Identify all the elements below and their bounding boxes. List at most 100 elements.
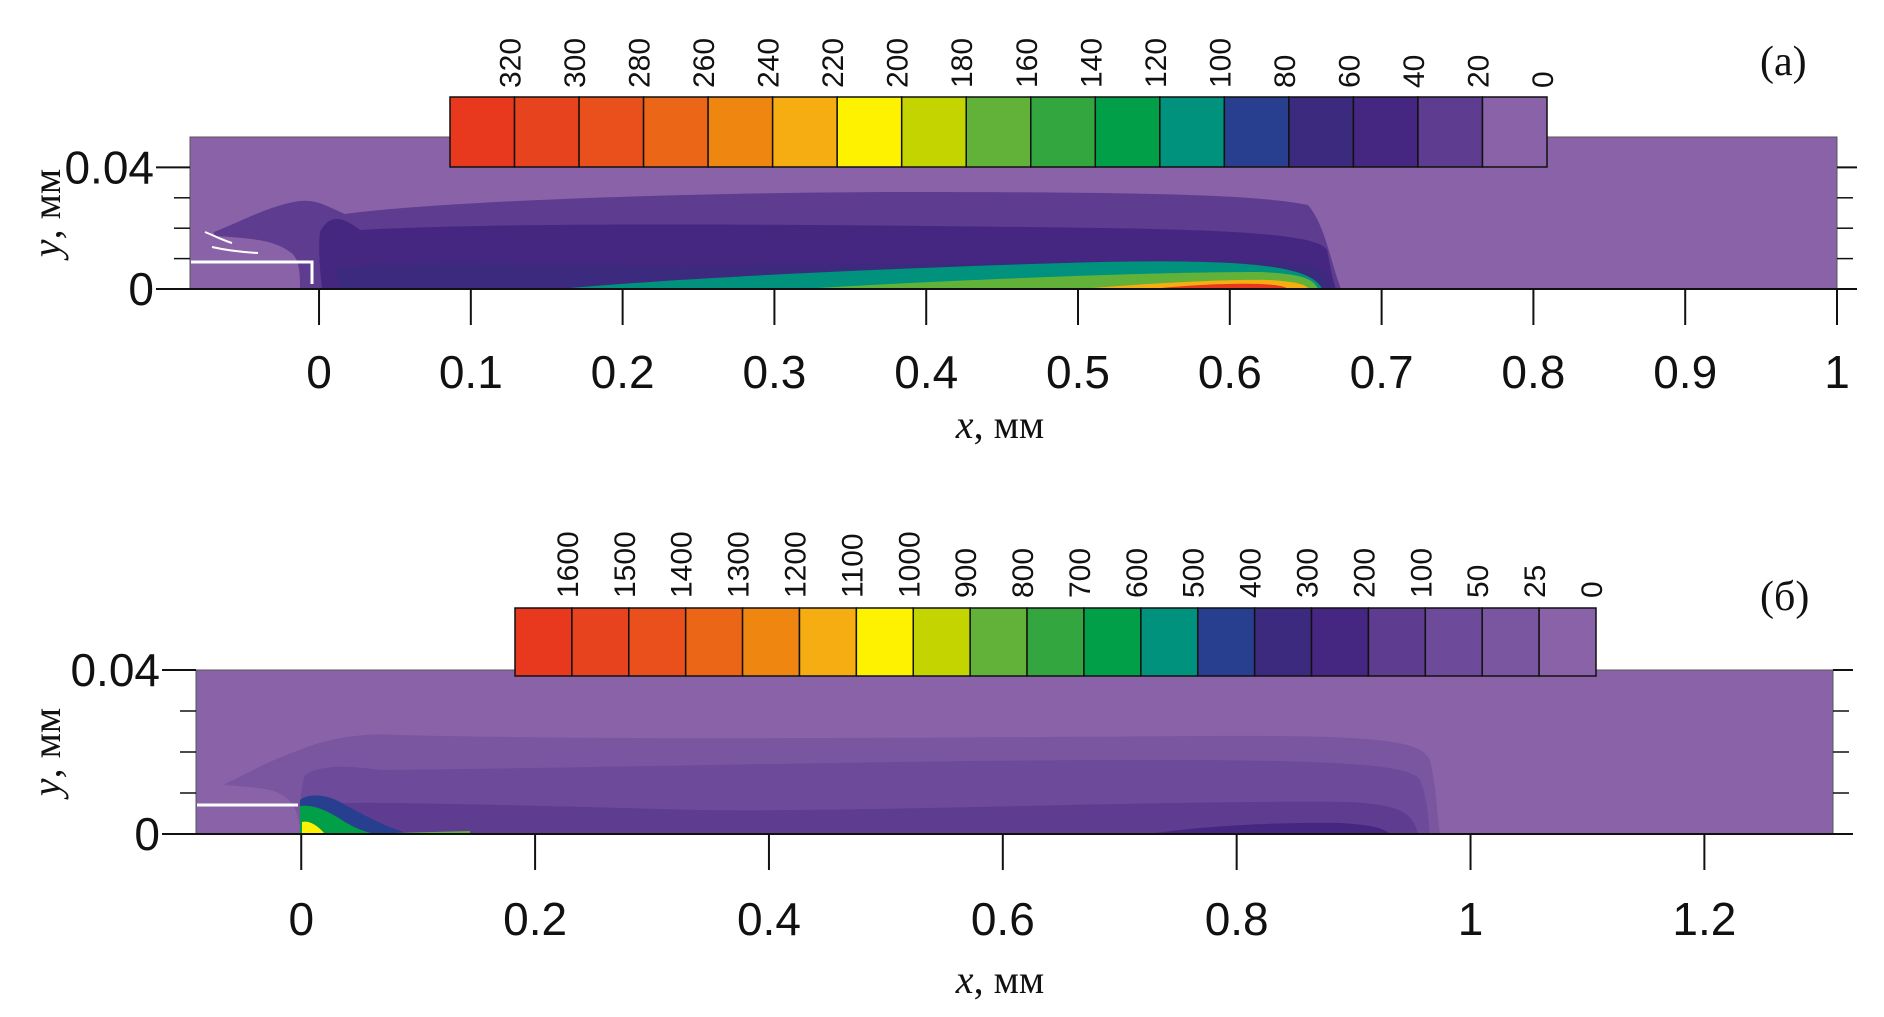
legend-level-label: 160 bbox=[1011, 38, 1044, 88]
y-axis-var-b: y bbox=[24, 778, 69, 800]
legend-level-label: 320 bbox=[495, 38, 528, 88]
legend-swatch bbox=[1083, 607, 1142, 677]
y-axis-var-a: y bbox=[24, 239, 69, 261]
legend-level-label: 800 bbox=[1007, 548, 1040, 598]
x-tick-label: 0.1 bbox=[439, 346, 503, 398]
legend-level-label: 1500 bbox=[609, 531, 642, 598]
legend-level-label: 1100 bbox=[836, 533, 869, 598]
color-legend-b: 1600 1500 1400 1300 1200 1100 1000 900 800 700 600… bbox=[514, 531, 1609, 677]
legend-level-label: 220 bbox=[817, 38, 850, 88]
legend-swatch bbox=[449, 96, 516, 168]
x-tick-label: 0.7 bbox=[1350, 346, 1414, 398]
legend-level-label: 120 bbox=[1140, 38, 1173, 88]
legend-level-label: 1600 bbox=[552, 531, 585, 598]
panel-a: 0 0.1 0.2 0.3 0.4 0.5 0.6 0.7 0.8 0.9 1 0 0.04 320 30… bbox=[24, 38, 1857, 447]
contour-level-1000 bbox=[302, 821, 325, 834]
x-axis-title-b: x, мм bbox=[955, 957, 1044, 1002]
legend-level-label: 140 bbox=[1075, 38, 1108, 88]
x-axis-unit-b: , мм bbox=[974, 957, 1045, 1002]
legend-swatch bbox=[771, 96, 838, 168]
legend-swatch bbox=[912, 607, 971, 677]
legend-level-label: 240 bbox=[753, 38, 786, 88]
x-tick-label: 1 bbox=[1824, 346, 1850, 398]
y-tick-label: 0.04 bbox=[70, 644, 160, 696]
legend-level-label: 25 bbox=[1519, 565, 1552, 598]
axes-b: 0 0.2 0.4 0.6 0.8 1 1.2 0 0.04 bbox=[70, 644, 1853, 945]
legend-level-label: 40 bbox=[1398, 55, 1431, 88]
legend-swatch bbox=[1481, 607, 1540, 677]
color-legend-a: 320 300 280 260 240 220 200 180 160 140 120 100 80 60… bbox=[449, 38, 1560, 168]
panel-label-a: (a) bbox=[1760, 39, 1807, 85]
x-axis-unit-a: , мм bbox=[974, 402, 1045, 447]
contour-level-320 bbox=[1150, 283, 1288, 289]
x-tick-label: 0.2 bbox=[591, 346, 655, 398]
legend-swatch bbox=[1159, 96, 1226, 168]
x-tick-label: 0.4 bbox=[737, 893, 801, 945]
inlet-wall bbox=[191, 231, 314, 284]
contour-field bbox=[214, 192, 1341, 289]
legend-level-label: 1300 bbox=[723, 531, 756, 598]
legend-swatch bbox=[513, 96, 580, 168]
legend-level-label: 900 bbox=[950, 548, 983, 598]
x-tick-label: 0.4 bbox=[894, 346, 958, 398]
x-axis-var-b: x bbox=[955, 957, 974, 1002]
x-tick-label: 1.2 bbox=[1672, 893, 1736, 945]
legend-level-label: 80 bbox=[1269, 55, 1302, 88]
legend-level-label: 200 bbox=[1348, 548, 1381, 598]
legend-swatch bbox=[900, 96, 967, 168]
axes-a: 0 0.1 0.2 0.3 0.4 0.5 0.6 0.7 0.8 0.9 1 0 0.04 bbox=[64, 141, 1857, 398]
legend-swatch bbox=[571, 607, 630, 677]
legend-level-label: 200 bbox=[882, 38, 915, 88]
legend-level-label: 500 bbox=[1178, 548, 1211, 598]
legend-swatch bbox=[628, 607, 687, 677]
legend-swatch bbox=[1424, 607, 1483, 677]
x-tick-label: 0.6 bbox=[1198, 346, 1262, 398]
x-tick-label: 0 bbox=[306, 346, 332, 398]
contour-level-100 bbox=[300, 801, 1418, 834]
x-tick-label: 0.8 bbox=[1205, 893, 1269, 945]
legend-level-label: 300 bbox=[559, 38, 592, 88]
x-tick-label: 0.5 bbox=[1046, 346, 1110, 398]
legend-level-label: 50 bbox=[1462, 565, 1495, 598]
legend-level-label: 300 bbox=[1292, 548, 1325, 598]
panel-b: 0 0.2 0.4 0.6 0.8 1 1.2 0 0.04 1600 1500 1400 1300 1… bbox=[24, 531, 1853, 1002]
legend-swatch bbox=[1223, 96, 1290, 168]
legend-swatch bbox=[1417, 96, 1484, 168]
panel-label-b: (б) bbox=[1760, 574, 1809, 620]
legend-swatch bbox=[707, 96, 774, 168]
legend-level-label: 600 bbox=[1121, 548, 1154, 598]
legend-swatch bbox=[1030, 96, 1097, 168]
legend-level-label: 0 bbox=[1576, 581, 1609, 598]
legend-swatch bbox=[965, 96, 1032, 168]
y-axis-unit-a: , мм bbox=[24, 169, 69, 240]
legend-swatch bbox=[1288, 96, 1355, 168]
legend-swatch bbox=[1026, 607, 1085, 677]
legend-level-label: 1000 bbox=[893, 531, 926, 598]
legend-swatch bbox=[1538, 607, 1597, 677]
y-axis-title-a: y, мм bbox=[24, 169, 69, 261]
x-axis-var-a: x bbox=[955, 402, 974, 447]
legend-level-label: 700 bbox=[1064, 548, 1097, 598]
x-tick-label: 0.3 bbox=[742, 346, 806, 398]
x-axis-title-a: x, мм bbox=[955, 402, 1044, 447]
legend-swatch bbox=[1481, 96, 1548, 168]
legend-level-label: 280 bbox=[624, 38, 657, 88]
legend-level-label: 180 bbox=[946, 38, 979, 88]
legend-swatch bbox=[1253, 607, 1313, 677]
y-axis-title-b: y, мм bbox=[24, 708, 69, 800]
legend-swatch bbox=[741, 607, 801, 677]
y-tick-label: 0 bbox=[134, 808, 160, 860]
legend-swatch bbox=[855, 607, 915, 677]
legend-level-label: 400 bbox=[1235, 548, 1268, 598]
legend-level-label: 100 bbox=[1405, 548, 1438, 598]
x-tick-label: 0.8 bbox=[1501, 346, 1565, 398]
y-axis-unit-b: , мм bbox=[24, 708, 69, 779]
x-tick-label: 0.9 bbox=[1653, 346, 1717, 398]
legend-swatch bbox=[514, 607, 573, 677]
legend-swatch bbox=[642, 96, 709, 168]
y-tick-label: 0.04 bbox=[64, 141, 154, 193]
x-tick-label: 0.6 bbox=[971, 893, 1035, 945]
legend-swatch bbox=[1352, 96, 1419, 168]
x-tick-label: 0.2 bbox=[503, 893, 567, 945]
